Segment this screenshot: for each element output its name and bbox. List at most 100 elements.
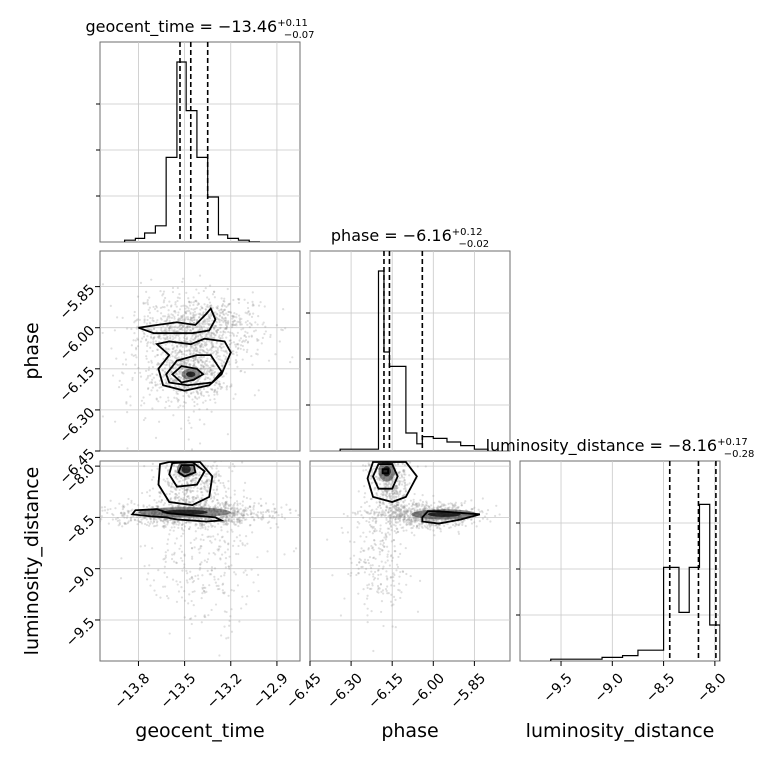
sample-point — [236, 510, 239, 514]
sample-point — [160, 328, 163, 332]
sample-point — [222, 299, 225, 303]
sample-point — [224, 562, 227, 565]
sample-point — [289, 511, 292, 515]
sample-point — [150, 278, 153, 281]
sample-point — [220, 461, 223, 463]
sample-point — [389, 485, 393, 488]
sample-point — [396, 503, 399, 507]
sample-point — [189, 541, 192, 544]
sample-point — [231, 507, 234, 510]
sample-point — [470, 518, 473, 521]
sample-point — [222, 312, 225, 315]
sample-point — [422, 508, 425, 511]
sample-point — [398, 514, 402, 517]
sample-point — [185, 349, 188, 352]
sample-point — [214, 581, 217, 584]
sample-point — [169, 499, 172, 502]
sample-point — [395, 453, 397, 455]
sample-point — [224, 541, 227, 544]
sample-point — [437, 500, 441, 503]
sample-point — [153, 499, 156, 502]
sample-point — [266, 550, 269, 553]
sample-point — [366, 614, 369, 617]
sample-point — [149, 322, 152, 325]
sample-point — [413, 507, 416, 510]
sample-point — [346, 531, 350, 534]
sample-point — [230, 384, 233, 388]
sample-point — [231, 470, 234, 473]
sample-point — [233, 319, 237, 322]
sample-point — [378, 501, 382, 505]
sample-point — [379, 506, 382, 510]
sample-point — [262, 321, 265, 324]
sample-point — [166, 383, 169, 386]
sample-point — [144, 339, 148, 342]
sample-point — [403, 507, 406, 510]
sample-point — [412, 516, 415, 519]
sample-point — [494, 514, 497, 518]
sample-point — [131, 376, 134, 380]
sample-point — [188, 300, 191, 303]
sample-point — [215, 584, 218, 587]
sample-point — [375, 491, 378, 495]
sample-point — [237, 298, 241, 301]
sample-point — [194, 524, 197, 527]
sample-point — [241, 543, 244, 546]
sample-point — [195, 537, 198, 540]
sample-point — [182, 498, 185, 501]
sample-point — [215, 350, 219, 353]
sample-point — [184, 492, 187, 495]
sample-point — [224, 349, 228, 352]
sample-point — [378, 500, 381, 503]
sample-point — [457, 523, 461, 527]
sample-point — [392, 572, 395, 575]
sample-point — [180, 356, 183, 359]
sample-point — [358, 561, 361, 564]
sample-point — [394, 508, 397, 511]
sample-point — [427, 527, 430, 530]
sample-point — [210, 342, 213, 345]
sample-point — [368, 512, 372, 515]
sample-point — [222, 505, 226, 508]
sample-point — [408, 482, 411, 485]
sample-point — [149, 335, 153, 338]
sample-point — [168, 363, 171, 366]
contour-line — [177, 464, 197, 478]
sample-point — [245, 595, 249, 598]
sample-point — [232, 508, 235, 511]
sample-point — [204, 527, 207, 531]
sample-point — [209, 373, 212, 376]
sample-point — [223, 514, 226, 518]
sample-point — [189, 489, 192, 492]
sample-point — [402, 518, 405, 521]
sample-point — [381, 549, 384, 552]
sample-point — [233, 503, 236, 506]
sample-point — [208, 370, 211, 373]
sample-point — [169, 334, 172, 337]
sample-point — [171, 314, 175, 317]
sample-point — [167, 313, 170, 316]
sample-point — [177, 375, 180, 379]
sample-point — [199, 363, 202, 366]
sample-point — [203, 361, 207, 364]
sample-point — [221, 334, 224, 337]
sample-point — [425, 504, 429, 507]
sample-point — [171, 482, 174, 485]
sample-point — [397, 508, 401, 511]
sample-point — [377, 458, 379, 460]
sample-point — [266, 509, 269, 513]
sample-point — [248, 505, 251, 508]
sample-point — [443, 524, 446, 528]
sample-point — [426, 518, 429, 521]
sample-point — [226, 522, 230, 525]
sample-point — [421, 503, 424, 506]
sample-point — [217, 584, 220, 587]
sample-point — [377, 489, 380, 492]
sample-point — [155, 306, 158, 309]
sample-point — [235, 351, 238, 354]
sample-point — [171, 578, 175, 581]
sample-point — [447, 507, 450, 510]
sample-point — [206, 322, 209, 325]
sample-point — [216, 347, 219, 350]
sample-point — [448, 506, 451, 509]
